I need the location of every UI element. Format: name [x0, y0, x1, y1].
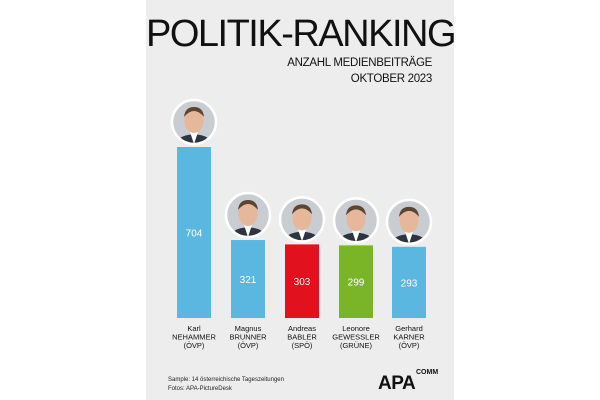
portrait-hair: [238, 200, 258, 211]
footnote-sample: Sample: 14 österreichische Tageszeitunge…: [168, 377, 284, 383]
bar-value-label: 704: [186, 229, 203, 240]
portrait-hair: [292, 204, 312, 215]
bar: [231, 240, 265, 318]
logo-main-text: APA: [378, 373, 416, 390]
portrait-ring: [385, 198, 433, 246]
footnote: Sample: 14 österreichische Tageszeitunge…: [168, 376, 284, 394]
portrait-face: [399, 208, 419, 233]
apa-logo-icon: COMM APA: [378, 369, 438, 390]
portrait-collar: [405, 231, 413, 244]
footnote-photos: Fotos: APA-PictureDesk: [168, 386, 232, 392]
portrait-hair: [184, 107, 204, 117]
chart-title: POLITIK-RANKING: [146, 13, 454, 55]
portrait-ring: [170, 98, 218, 146]
chart-period: OKTOBER 2023: [350, 73, 433, 85]
bar-value-label: 293: [401, 278, 418, 289]
portrait-collar: [352, 230, 360, 243]
category-label: Andreas: [288, 324, 316, 333]
bar: [285, 244, 319, 318]
category-label: KARNER: [393, 333, 425, 342]
portrait-face: [292, 206, 312, 231]
category-label: (SPÖ): [292, 341, 313, 350]
category-label: (ÖVP): [399, 341, 420, 350]
category-label: Gerhard: [395, 324, 423, 333]
category-label: BABLER: [287, 333, 317, 342]
portrait-hair: [399, 206, 419, 217]
bar: [392, 246, 426, 318]
portrait-hair: [346, 205, 366, 216]
infographic-poster: POLITIK-RANKING ANZAHL MEDIENBEITRÄGE OK…: [146, 0, 454, 400]
category-label: Leonore: [342, 324, 370, 333]
category-label: Karl: [187, 324, 201, 333]
bar-value-label: 299: [348, 278, 365, 289]
category-label: NEHAMMER: [172, 333, 216, 342]
category-label: (ÖVP): [184, 341, 205, 350]
portrait-face: [346, 207, 366, 232]
portrait-collar: [190, 132, 198, 144]
bar: [177, 147, 211, 318]
category-label: Magnus: [235, 324, 262, 333]
portrait-collar: [244, 225, 252, 238]
portrait-ring: [332, 197, 380, 244]
bar-value-label: 321: [240, 275, 257, 286]
portrait-ring: [278, 196, 326, 243]
category-label: (GRÜNE): [340, 341, 373, 350]
bar: [339, 245, 373, 318]
portrait-ring: [224, 191, 272, 239]
portrait-face: [184, 109, 204, 133]
portrait-collar: [298, 229, 306, 242]
category-label: BRUNNER: [229, 333, 267, 342]
category-label: (ÖVP): [238, 341, 259, 350]
bar-chart: 704KarlNEHAMMER(ÖVP)321MagnusBRUNNER(ÖVP…: [170, 98, 433, 350]
bar-value-label: 303: [294, 277, 311, 288]
category-label: GEWESSLER: [332, 333, 380, 342]
chart-subtitle: ANZAHL MEDIENBEITRÄGE: [287, 57, 432, 69]
logo-sub-text: COMM: [416, 369, 438, 376]
portrait-face: [238, 202, 258, 227]
